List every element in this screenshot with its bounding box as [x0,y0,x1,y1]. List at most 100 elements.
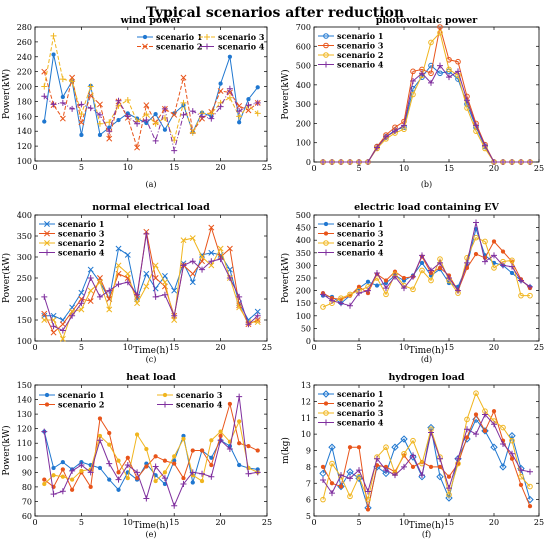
data-point [209,462,214,468]
panel-heat-load: heat load 0 5 10 15 20 25 60 70 80 90 100 110 120 130 1… [1,372,272,539]
data-point [446,74,452,81]
x-tick-label: 15 [444,343,454,352]
plot-area [34,384,268,517]
data-point [208,473,215,480]
data-point [446,66,452,73]
y-tick-label: 11 [301,414,311,423]
data-point [400,435,408,443]
data-point [491,159,497,165]
legend-marker [323,52,329,58]
data-point [356,445,362,450]
x-tick-label: 25 [534,164,544,173]
x-tick-label: 25 [534,343,544,352]
data-point [254,312,261,319]
y-tick-label: 200 [17,295,32,304]
data-point [161,475,168,482]
data-point [115,262,122,269]
data-point [527,159,533,165]
data-point [87,287,94,294]
data-point [254,110,261,117]
data-point [60,474,65,479]
data-point [226,446,233,453]
data-point [60,467,65,472]
data-point [124,270,131,277]
series-line [322,222,531,307]
data-point [143,117,150,124]
data-point [69,477,75,482]
data-point [482,258,488,265]
data-point [446,491,452,498]
data-point [392,128,398,135]
series-line [322,413,531,495]
data-point [320,464,326,470]
data-point [245,321,252,328]
x-tick-label: 15 [444,518,454,527]
data-point [41,293,48,300]
data-point [199,258,205,265]
data-point [473,122,479,129]
x-tick-label: 10 [399,343,409,352]
y-tick-label: 12 [301,397,311,406]
data-point [217,256,224,263]
legend-marker [142,43,148,50]
data-point [171,312,178,319]
data-point [346,468,354,476]
data-point [347,493,353,500]
y-tick-label: 7 [306,479,311,488]
data-point [189,258,196,265]
data-point [79,132,84,138]
y-tick-label: 9 [306,447,311,456]
data-point [59,76,66,83]
chart-title: electric load containing EV [354,202,499,213]
data-point [124,113,131,120]
data-point [180,237,187,244]
y-tick-label: 260 [17,38,32,47]
x-tick-label: 15 [444,164,454,173]
x-tick-label: 15 [169,163,179,172]
data-point [419,70,425,77]
y-tick-label: 400 [296,81,311,90]
data-point [237,441,242,446]
data-point [189,279,196,286]
legend-marker [162,401,168,408]
data-point [50,32,57,39]
data-point [237,462,242,468]
data-point [437,265,443,271]
data-point [51,473,56,478]
data-point [236,113,243,120]
data-point [209,438,214,443]
y-tick-label: 70 [22,497,32,506]
x-tick-label: 10 [123,518,133,527]
x-tick-label: 5 [79,518,84,527]
data-point [172,454,177,459]
data-point [437,259,443,266]
y-tick-label: 600 [296,42,311,51]
legend-label: scenario 4 [218,42,265,52]
y-tick-label: 6 [306,496,311,505]
data-point [436,472,444,481]
series-scenario-4 [41,85,261,154]
data-point [437,464,443,470]
y-tick-label: 120 [17,142,32,151]
panel-sublabel: (e) [146,530,157,539]
data-point [473,412,479,417]
data-point [217,245,224,252]
data-point [329,481,335,486]
data-point [41,317,48,323]
legend-marker [162,392,168,398]
data-point [464,97,470,104]
data-point [78,119,85,126]
data-point [69,467,76,474]
data-point [246,97,251,102]
data-point [410,273,416,280]
data-point [116,458,121,463]
x-tick-label: 10 [123,163,133,172]
series-scenario-4 [320,219,533,309]
data-point [383,278,389,283]
data-point [374,144,380,151]
data-point [162,470,168,475]
x-tick-label: 25 [262,343,272,352]
data-point [208,110,215,117]
data-point [254,319,261,326]
